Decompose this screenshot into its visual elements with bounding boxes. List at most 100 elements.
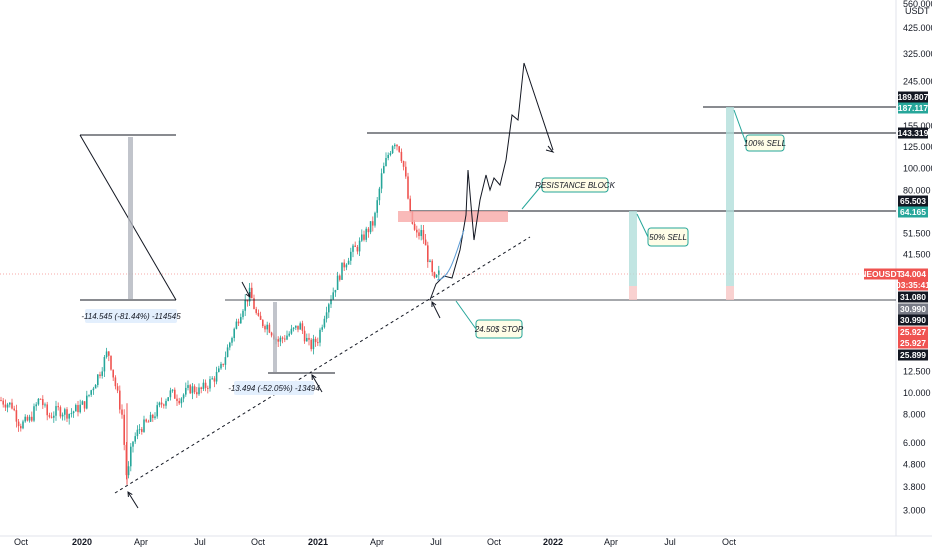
candle-body xyxy=(35,404,37,407)
candle-body xyxy=(416,229,418,233)
candle-body xyxy=(83,401,86,409)
callout-50-sell-box xyxy=(647,227,689,247)
time-tick-label: Jul xyxy=(430,537,442,547)
candle-body xyxy=(262,319,264,327)
candle-body xyxy=(189,385,191,394)
candle-body xyxy=(224,357,227,365)
candle-body xyxy=(11,402,13,409)
price-tag-label: 30.990 xyxy=(900,304,926,314)
candle-body xyxy=(72,411,75,414)
arrow-recent-low-head xyxy=(431,301,437,308)
time-tick-label: 2022 xyxy=(543,537,563,547)
candle-body xyxy=(251,287,253,299)
candle-body xyxy=(402,161,405,167)
candle-body xyxy=(418,232,420,237)
time-tick-label: Apr xyxy=(604,537,618,547)
candle-body xyxy=(253,298,255,309)
price-tick-label: 560.000 xyxy=(903,0,932,9)
candle-body xyxy=(77,405,79,413)
candle-series xyxy=(0,143,440,485)
candle-body xyxy=(125,444,128,476)
candle-body xyxy=(270,332,273,336)
candle-body xyxy=(431,260,433,273)
candle-body xyxy=(154,416,156,418)
candle-body xyxy=(433,272,436,278)
price-tag-bg xyxy=(898,337,928,349)
price-tag-label: 143.319 xyxy=(898,128,929,138)
candle-body xyxy=(112,369,114,378)
candle-body xyxy=(222,363,224,365)
candle-body xyxy=(17,421,20,427)
candle-body xyxy=(422,230,425,240)
arrow-crash-low xyxy=(127,491,139,509)
candle-body xyxy=(336,275,339,290)
stop-bar-100 xyxy=(726,286,734,300)
candle-body xyxy=(169,390,172,398)
candle-body xyxy=(33,406,35,421)
candle-body xyxy=(266,324,268,330)
price-tag-bg xyxy=(898,268,928,280)
candle-body xyxy=(383,165,385,174)
candle-body xyxy=(312,338,315,350)
candle-body xyxy=(138,429,141,431)
candle-body xyxy=(97,374,99,385)
candle-body xyxy=(301,323,304,331)
candle-body xyxy=(290,328,293,334)
candle-body xyxy=(369,221,372,233)
candle-body xyxy=(317,342,319,344)
time-tick-label: 2020 xyxy=(72,537,92,547)
measure-label-crash-box xyxy=(85,309,177,323)
callout-stop-leader xyxy=(455,300,477,330)
candle-body xyxy=(6,404,9,408)
price-tick-label: 325.000 xyxy=(903,49,932,59)
price-tick-label: 3.800 xyxy=(903,482,926,492)
candle-body xyxy=(424,239,427,246)
projection-arrowhead xyxy=(545,145,555,153)
candle-body xyxy=(240,317,242,324)
candle-body xyxy=(99,374,101,376)
candle-body xyxy=(13,408,15,411)
candle-body xyxy=(193,386,196,393)
candle-body xyxy=(330,299,332,305)
price-tag-bg xyxy=(898,291,928,303)
arrow-top xyxy=(241,281,251,298)
candle-body xyxy=(389,153,392,155)
candle-body xyxy=(4,404,7,408)
arrow-top-head xyxy=(245,291,251,298)
candle-body xyxy=(198,387,200,395)
currency-label: USDT xyxy=(905,6,930,16)
candle-body xyxy=(277,339,279,342)
time-tick-label: Jul xyxy=(664,537,676,547)
candle-body xyxy=(191,386,194,394)
price-tag-label: 65.503 xyxy=(900,196,926,206)
price-tag-label: 25.927 xyxy=(900,327,926,337)
candle-body xyxy=(350,251,352,261)
candle-body xyxy=(378,188,381,201)
time-tick-label: Apr xyxy=(370,537,384,547)
candle-body xyxy=(81,401,84,405)
price-tick-label: 80.000 xyxy=(903,185,931,195)
candle-body xyxy=(94,384,97,389)
callout-100-sell-leader xyxy=(733,109,747,144)
arrow-dip-low xyxy=(311,374,323,393)
price-tag-bg xyxy=(898,279,928,291)
candle-body xyxy=(385,158,387,166)
arrow-recent-low xyxy=(431,301,441,319)
symbol-tag-bg xyxy=(864,268,898,280)
candle-body xyxy=(325,312,328,319)
candle-body xyxy=(429,260,431,262)
candle-body xyxy=(70,413,73,415)
candle-body xyxy=(156,405,158,417)
candle-body xyxy=(130,446,132,467)
price-tag-label: 34.004 xyxy=(900,269,926,279)
candle-body xyxy=(121,409,123,415)
price-tick-label: 12.500 xyxy=(903,366,931,376)
candle-body xyxy=(180,398,183,404)
candle-body xyxy=(147,421,150,423)
candle-body xyxy=(347,260,350,265)
price-tag-bg xyxy=(898,91,928,103)
candle-body xyxy=(398,146,400,152)
candle-body xyxy=(405,166,407,177)
